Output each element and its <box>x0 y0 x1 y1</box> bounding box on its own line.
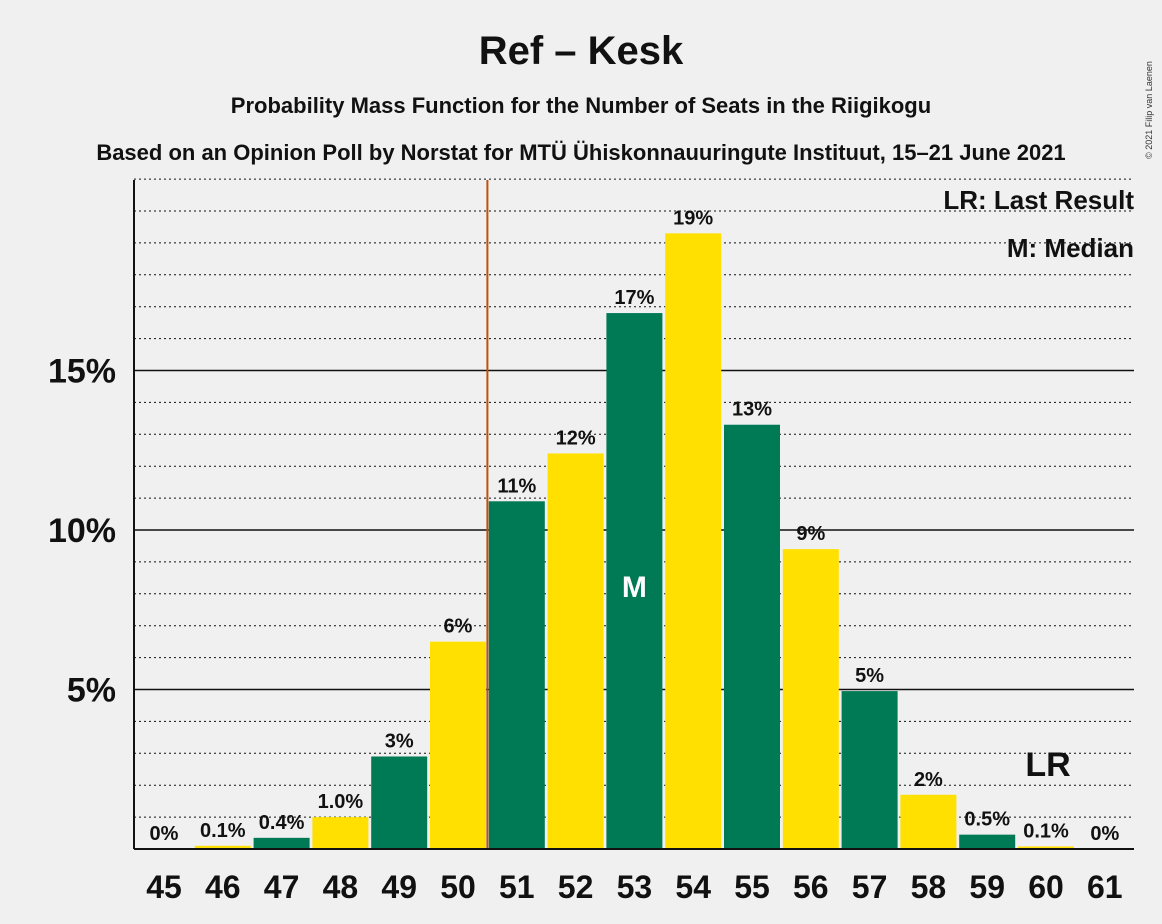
last-result-marker: LR <box>1025 746 1070 784</box>
x-tick-label: 51 <box>499 869 535 905</box>
x-tick-label: 50 <box>440 869 476 905</box>
copyright-notice: © 2021 Filip van Laenen <box>1144 61 1154 159</box>
data-label: 3% <box>385 730 414 752</box>
x-tick-label: 46 <box>205 869 241 905</box>
bar <box>606 313 663 850</box>
x-tick-label: 55 <box>734 869 770 905</box>
bar <box>312 817 369 849</box>
bar <box>488 501 545 849</box>
data-label: 1.0% <box>318 791 364 813</box>
axes: 5% 10% 15% 45 46 47 48 49 50 51 52 53 54 55 56 57 58 59 60… <box>48 180 1134 905</box>
data-label: 0.1% <box>1023 820 1069 842</box>
bars <box>194 233 1074 850</box>
x-tick-label: 54 <box>675 869 711 905</box>
bar <box>900 794 957 849</box>
bar <box>430 641 486 849</box>
data-label: 11% <box>497 475 536 497</box>
data-label: 0.4% <box>259 812 305 834</box>
x-tick-label: 52 <box>558 869 594 905</box>
data-label: 19% <box>673 207 713 229</box>
x-tick-label: 59 <box>969 869 1005 905</box>
bar <box>841 691 898 849</box>
data-label: 0% <box>1090 823 1119 845</box>
data-label: 17% <box>614 287 654 309</box>
x-tick-label: 60 <box>1028 869 1064 905</box>
bar <box>194 845 251 849</box>
x-tick-label: 57 <box>852 869 888 905</box>
y-tick-label: 15% <box>48 353 116 391</box>
x-tick-label: 56 <box>793 869 829 905</box>
y-tick-label: 5% <box>67 672 116 710</box>
median-marker: M <box>622 571 647 604</box>
chart-title: Ref – Kesk <box>479 29 684 73</box>
data-label: 0% <box>150 823 179 845</box>
bar <box>782 549 839 849</box>
legend-last-result: LR: Last Result <box>943 185 1134 215</box>
x-tick-label: 49 <box>381 869 417 905</box>
data-label: 6% <box>444 616 473 638</box>
bar <box>959 834 1016 849</box>
x-tick-label: 45 <box>146 869 182 905</box>
x-tick-label: 53 <box>617 869 653 905</box>
data-label: 0.5% <box>964 809 1010 831</box>
bar <box>371 756 428 849</box>
chart-subtitle-source: Based on an Opinion Poll by Norstat for … <box>96 140 1065 165</box>
data-label: 9% <box>796 523 825 545</box>
chart-subtitle: Probability Mass Function for the Number… <box>231 93 931 118</box>
bar <box>724 424 780 849</box>
bar <box>253 837 310 849</box>
data-label: 2% <box>914 769 943 791</box>
x-tick-label: 58 <box>911 869 947 905</box>
y-tick-label: 10% <box>48 512 116 550</box>
x-tick-label: 48 <box>323 869 359 905</box>
data-labels: 0% 0.1% 0.4% 1.0% 3% 6% 11% 12% 17% 19% 13% 9% 5% 2% 0… <box>150 207 1120 845</box>
x-tick-label: 61 <box>1087 869 1123 905</box>
x-tick-label: 47 <box>264 869 300 905</box>
data-label: 13% <box>732 399 772 421</box>
bar <box>547 453 604 849</box>
data-label: 5% <box>855 665 884 687</box>
bar <box>1018 846 1074 849</box>
bar <box>665 233 722 849</box>
data-label: 0.1% <box>200 820 246 842</box>
data-label: 12% <box>556 427 596 449</box>
legend-median: M: Median <box>1007 233 1134 263</box>
